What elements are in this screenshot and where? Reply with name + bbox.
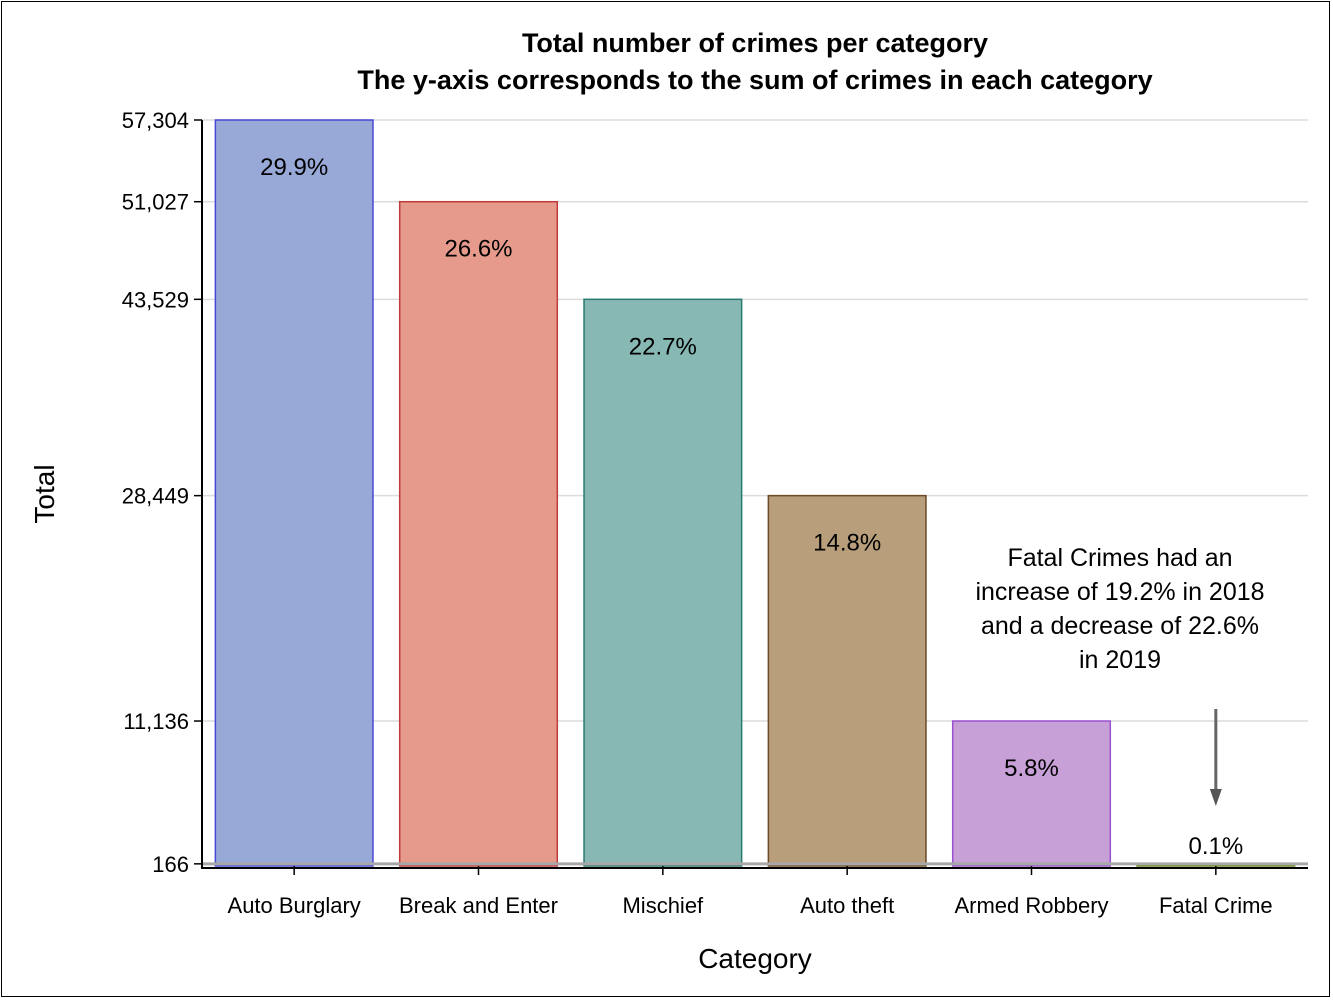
bar: [951, 720, 1112, 867]
x-tick-label: Mischief: [622, 893, 704, 918]
x-tick-labels: Auto Burglary Break and Enter Mischief Auto…: [228, 893, 1273, 918]
bar: [214, 119, 374, 867]
y-axis-label: Total: [29, 464, 60, 523]
bar-data-label: 26.6%: [444, 236, 512, 263]
annotation-line: and a decrease of 22.6%: [981, 612, 1259, 640]
bar: [583, 298, 743, 867]
y-tick-label: 11,136: [123, 709, 189, 734]
x-tick-label: Auto theft: [800, 893, 894, 918]
annotation-line: increase of 19.2% in 2018: [975, 578, 1264, 606]
axes: [194, 119, 1308, 875]
bar: [398, 200, 559, 867]
annotation-arrowhead: [1209, 789, 1222, 806]
x-tick-label: Break and Enter: [399, 893, 558, 918]
y-tick-label: 51,027: [122, 190, 189, 215]
bar-data-label: 5.8%: [1004, 755, 1059, 782]
annotation: Fatal Crimes had an increase of 19.2% in …: [975, 544, 1265, 806]
bar-data-label: 0.1%: [1188, 833, 1243, 860]
y-tick-labels: 57,304 51,027 43,529 28,449 11,136 166: [122, 108, 189, 877]
bar-data-label: 14.8%: [813, 530, 881, 557]
x-tick-label: Armed Robbery: [954, 893, 1108, 918]
x-axis-label: Category: [698, 943, 812, 974]
bars: 29.9% 26.6% 22.7% 14.8% 5.8% 0.1%: [214, 119, 1296, 867]
chart-title: Total number of crimes per category: [522, 28, 988, 58]
y-tick-label: 166: [152, 852, 189, 877]
bar-data-label: 29.9%: [260, 154, 328, 181]
y-tick-label: 28,449: [122, 484, 189, 509]
annotation-line: in 2019: [1079, 646, 1161, 674]
chart-subtitle: The y-axis corresponds to the sum of cri…: [357, 65, 1152, 95]
y-tick-label: 43,529: [122, 287, 189, 312]
y-tick-label: 57,304: [122, 108, 189, 133]
bar-data-label: 22.7%: [629, 333, 697, 360]
x-tick-label: Fatal Crime: [1159, 893, 1273, 918]
x-tick-label: Auto Burglary: [228, 893, 361, 918]
annotation-line: Fatal Crimes had an: [1007, 544, 1232, 572]
